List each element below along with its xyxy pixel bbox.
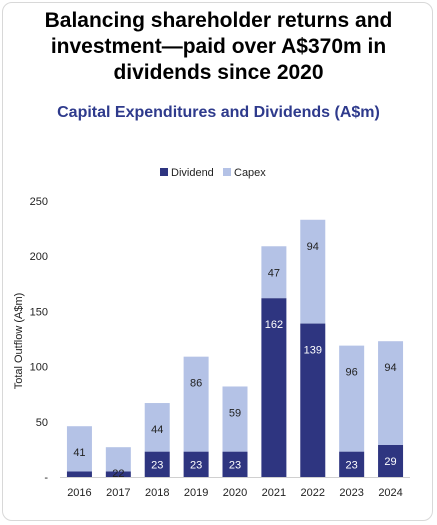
data-label-dividend-2021: 162 — [265, 319, 283, 331]
y-tick-label: 250 — [30, 196, 48, 208]
bar-dividend-2024 — [378, 444, 404, 477]
x-tick-label: 2019 — [184, 487, 208, 499]
bar-capex-2017 — [105, 447, 131, 472]
data-label-dividend-2024: 29 — [384, 456, 396, 468]
x-tick-label: 2022 — [301, 487, 325, 499]
data-label-dividend-2019: 23 — [190, 459, 202, 471]
bar-dividend-2021 — [261, 298, 287, 477]
data-label-dividend-2018: 23 — [151, 459, 163, 471]
y-tick-label: 150 — [30, 306, 48, 318]
headline: Balancing shareholder returns and invest… — [44, 9, 393, 84]
legend-label-capex: Capex — [234, 167, 266, 179]
bar-dividend-2023 — [339, 451, 365, 477]
bar-dividend-2019 — [183, 451, 209, 477]
x-tick-label: 2018 — [145, 487, 169, 499]
data-label-dividend-2023: 23 — [346, 459, 358, 471]
x-tick-label: 2024 — [378, 487, 402, 499]
y-axis-title: Total Outflow (A$m) — [13, 293, 25, 390]
x-tick-label: 2017 — [106, 487, 130, 499]
legend-label-dividend: Dividend — [171, 167, 214, 179]
data-label-capex-2022: 94 — [307, 241, 319, 253]
legend-swatch-capex — [223, 168, 231, 176]
data-labels: 41 22 23 44 23 86 23 59 162 47 139 94 23 96 29 94 — [73, 241, 396, 480]
data-label-capex-2023: 96 — [346, 367, 358, 379]
data-label-capex-2018: 44 — [151, 424, 163, 436]
x-tick-label: 2021 — [262, 487, 286, 499]
bar-capex-2023 — [339, 345, 365, 452]
bar-capex-2018 — [144, 403, 170, 452]
bar-capex-2024 — [378, 341, 404, 445]
bar-dividend-2018 — [144, 451, 170, 477]
bar-dividend-2016 — [66, 471, 92, 477]
axes: - 50 100 150 200 250 Total Outflow (A$m) 2016 20… — [13, 196, 410, 499]
bar-capex-2019 — [183, 356, 209, 452]
data-label-capex-2017: 22 — [112, 468, 124, 480]
data-label-dividend-2022: 139 — [304, 345, 322, 357]
y-tick-label: 50 — [36, 417, 48, 429]
bars — [66, 219, 404, 477]
data-label-capex-2021: 47 — [268, 267, 280, 279]
bar-dividend-2022 — [300, 323, 326, 477]
y-tick-label: 100 — [30, 362, 48, 374]
data-label-dividend-2020: 23 — [229, 459, 241, 471]
bar-dividend-2017 — [105, 471, 131, 477]
bar-capex-2022 — [300, 219, 326, 324]
bar-capex-2020 — [222, 386, 248, 452]
x-tick-label: 2016 — [67, 487, 91, 499]
bar-capex-2021 — [261, 246, 287, 299]
data-label-capex-2020: 59 — [229, 407, 241, 419]
y-tick-label: 200 — [30, 251, 48, 263]
x-tick-label: 2023 — [339, 487, 363, 499]
legend: Dividend Capex — [160, 167, 266, 179]
data-label-capex-2024: 94 — [384, 362, 396, 374]
data-label-capex-2019: 86 — [190, 378, 202, 390]
bar-dividend-2020 — [222, 451, 248, 477]
legend-swatch-dividend — [160, 168, 168, 176]
chart-title: Capital Expenditures and Dividends (A$m) — [57, 104, 380, 121]
y-tick-label: - — [44, 472, 48, 484]
bar-capex-2016 — [66, 426, 92, 472]
x-tick-label: 2020 — [223, 487, 247, 499]
data-label-capex-2016: 41 — [73, 447, 85, 459]
